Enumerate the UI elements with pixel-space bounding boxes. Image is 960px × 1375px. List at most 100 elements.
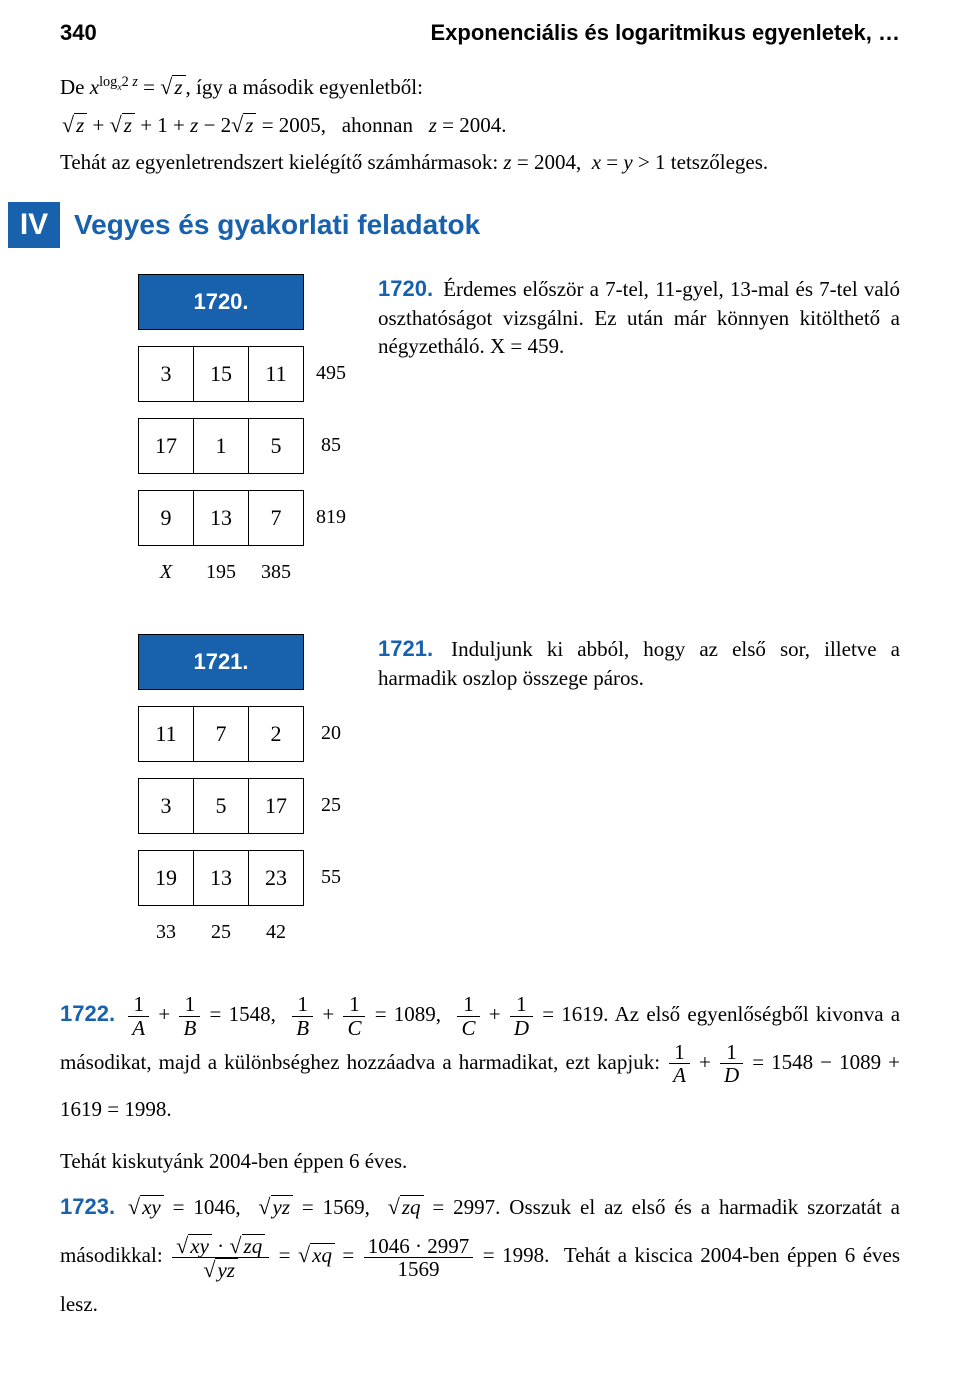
page: 340 Exponenciális és logaritmikus egyenl… [0, 0, 960, 1375]
chapter-title: Exponenciális és logaritmikus egyenletek… [430, 20, 900, 46]
frac-den: D [720, 1064, 743, 1086]
frac-den: A [128, 1017, 149, 1039]
frac-num: 1 [669, 1041, 690, 1064]
sqrt-symbol: √ [388, 1194, 400, 1219]
frac-num: 1046 · 2997 [364, 1235, 474, 1258]
grid-side: 495 [304, 346, 359, 401]
grid-cell: 11 [139, 706, 194, 761]
task-1721-grid-wrap: 1721. 11 7 2 20 3 5 17 25 [138, 634, 358, 960]
task-1720-block: 1720. 3 15 11 495 17 1 5 85 [60, 274, 900, 600]
frac-num: 1 [510, 993, 533, 1016]
sqrt-symbol: √ [231, 112, 243, 137]
grid-cell: 23 [249, 850, 304, 905]
intro-line-2: √z + √z + 1 + z − 2√z = 2005, ahonnan z … [62, 110, 900, 140]
section-title: Vegyes és gyakorlati feladatok [74, 209, 480, 241]
grid-cell: 15 [194, 346, 249, 401]
fraction: 1 C [343, 993, 365, 1038]
grid-bottom: 385 [249, 545, 304, 600]
grid-cell: 13 [194, 850, 249, 905]
sqrt-arg: z [122, 113, 135, 136]
eq-val: = 1089, [375, 1002, 441, 1026]
sqrt-arg: yz [271, 1195, 294, 1218]
sqrt-arg: zq [400, 1195, 424, 1218]
grid-bottom: 42 [249, 905, 304, 960]
sqrt-arg: z [172, 75, 185, 98]
table-row: 3 5 17 25 [139, 778, 359, 833]
frac-num: 1 [128, 993, 149, 1016]
task-1720-grid-wrap: 1720. 3 15 11 495 17 1 5 85 [138, 274, 358, 600]
grid-bottom: 33 [139, 905, 194, 960]
fraction: 1 A [669, 1041, 690, 1086]
intro-text-b: , így a második egyenletből: [186, 75, 423, 99]
frac-num: √xy · √zq [172, 1234, 269, 1258]
intro-text: De [60, 75, 90, 99]
task-1721-grid: 1721. 11 7 2 20 3 5 17 25 [138, 634, 358, 960]
task-1720-gridnum: 1720. [139, 274, 304, 329]
fraction: 1 D [510, 993, 533, 1038]
section-header: IV Vegyes és gyakorlati feladatok [8, 202, 900, 248]
fraction: 1046 · 2997 1569 [364, 1235, 474, 1280]
table-row: 33 25 42 [139, 905, 359, 960]
grid-cell: 3 [139, 778, 194, 833]
fraction: 1 A [128, 993, 149, 1038]
frac-num: 1 [179, 993, 200, 1016]
task-1721-block: 1721. 11 7 2 20 3 5 17 25 [60, 634, 900, 960]
sqrt-symbol: √ [258, 1194, 270, 1219]
grid-cell: 5 [249, 418, 304, 473]
grid-cell: 1 [194, 418, 249, 473]
grid-bottom: 25 [194, 905, 249, 960]
sqrt-arg: z [74, 113, 87, 136]
table-row: 3 15 11 495 [139, 346, 359, 401]
table-row: X 195 385 [139, 545, 359, 600]
task-number: 1722. [60, 990, 115, 1038]
table-row: 9 13 7 819 [139, 490, 359, 545]
grid-bottom: 195 [194, 545, 249, 600]
task-number: 1723. [60, 1183, 115, 1231]
task-text: Érdemes először a 7-tel, 11-gyel, 13-mal… [378, 277, 900, 358]
task-1720-desc: 1720. Érdemes először a 7-tel, 11-gyel, … [378, 274, 900, 360]
frac-den: B [179, 1017, 200, 1039]
fraction: √xy · √zq √yz [172, 1234, 269, 1281]
grid-cell: 5 [194, 778, 249, 833]
grid-cell: 13 [194, 490, 249, 545]
frac-num: 1 [343, 993, 365, 1016]
table-row: 19 13 23 55 [139, 850, 359, 905]
sqrt-symbol: √ [128, 1194, 140, 1219]
grid-cell: 2 [249, 706, 304, 761]
math-super: logx2 z [99, 74, 138, 90]
frac-den: C [457, 1017, 479, 1039]
section-band: IV [8, 202, 60, 248]
grid-cell: 9 [139, 490, 194, 545]
grid-cell: 11 [249, 346, 304, 401]
task-1720-grid: 1720. 3 15 11 495 17 1 5 85 [138, 274, 358, 600]
eq-val: = 1619. [542, 1002, 608, 1026]
sqrt-arg: z [243, 113, 256, 136]
sqrt-symbol: √ [160, 74, 172, 99]
grid-cell: 3 [139, 346, 194, 401]
fraction: 1 C [457, 993, 479, 1038]
task-1722: 1722. 1 A + 1 B = 1548, 1 B + 1 C = 1089… [60, 990, 900, 1133]
grid-cell: 17 [139, 418, 194, 473]
sqrt-symbol: √ [298, 1242, 310, 1267]
task-1721-gridnum: 1721. [139, 634, 304, 689]
frac-den: C [343, 1017, 365, 1039]
sqrt-symbol: √ [62, 112, 74, 137]
task-number: 1721. [378, 634, 433, 664]
intro-line-3: Tehát az egyenletrendszert kielégítő szá… [60, 148, 900, 176]
frac-num: 1 [292, 993, 313, 1016]
math-expr: x [90, 75, 99, 99]
page-number: 340 [60, 20, 97, 46]
grid-side: 819 [304, 490, 359, 545]
grid-cell: 7 [249, 490, 304, 545]
grid-cell: 17 [249, 778, 304, 833]
grid-side: 55 [304, 850, 359, 905]
table-row: 11 7 2 20 [139, 706, 359, 761]
grid-cell: 19 [139, 850, 194, 905]
fraction: 1 B [179, 993, 200, 1038]
grid-side [304, 274, 359, 329]
grid-side: 20 [304, 706, 359, 761]
grid-side: 25 [304, 778, 359, 833]
sqrt-arg: xy [140, 1195, 164, 1218]
grid-bottom: X [139, 545, 194, 600]
table-row: 17 1 5 85 [139, 418, 359, 473]
